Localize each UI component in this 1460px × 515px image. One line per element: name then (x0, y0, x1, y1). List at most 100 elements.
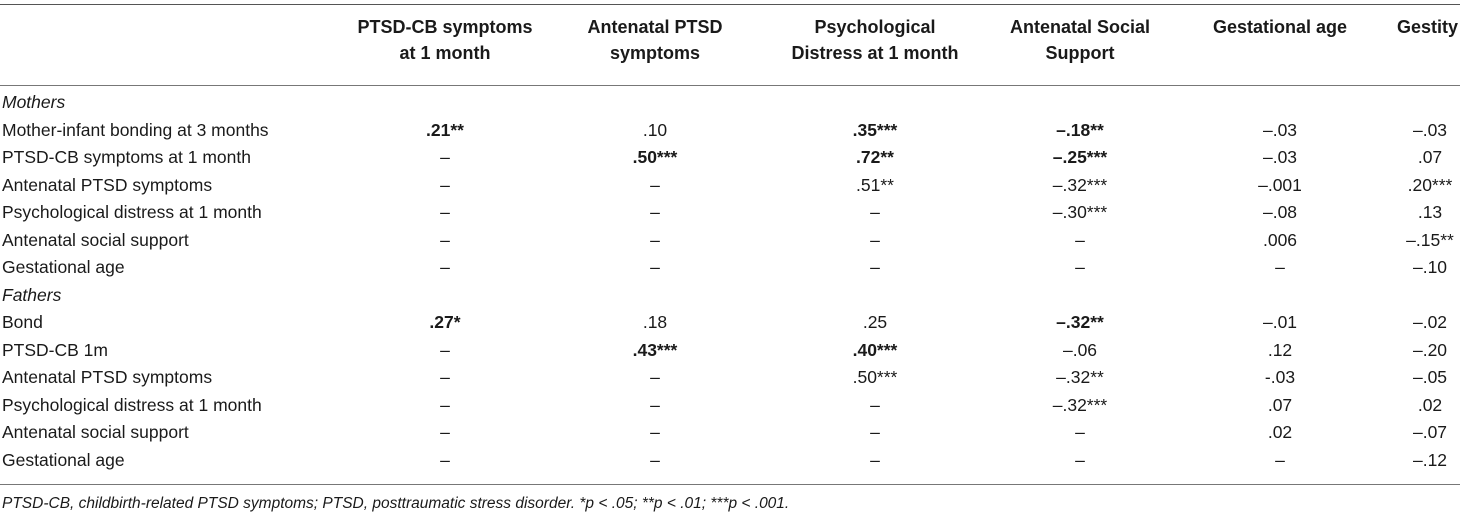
table-cell: .72** (856, 147, 894, 167)
row-label: Mother-infant bonding at 3 months (2, 119, 269, 140)
table-cell: .18 (642, 312, 668, 332)
table-cell: – (870, 449, 880, 470)
table-cell: –.03 (1262, 147, 1298, 167)
row-label: Psychological distress at 1 month (2, 394, 262, 415)
column-header-antenatal-ptsd: Antenatal PTSD symptoms (560, 14, 750, 66)
column-header-line: Gestational age (1212, 17, 1348, 37)
row-label: Antenatal PTSD symptoms (2, 367, 213, 387)
row-label: PTSD-CB symptoms at 1 month (2, 147, 251, 167)
table-bottom-rule (0, 484, 1460, 485)
table-cell: .50*** (632, 147, 678, 167)
row-label: PTSD-CB 1m (2, 339, 108, 360)
table-cell: – (440, 449, 450, 470)
table-cell: –.30*** (1052, 202, 1108, 222)
table-cell: .10 (642, 119, 668, 140)
table-row: Antenatal social support – – – – .006 –.15** (0, 227, 1460, 255)
table-cell: –.25*** (1052, 147, 1108, 167)
row-label: Psychological distress at 1 month (2, 202, 262, 222)
row-label: Antenatal social support (2, 422, 189, 442)
row-label: Gestational age (2, 257, 125, 277)
column-header-line: Antenatal PTSD (587, 17, 723, 37)
column-header-psychological-distress: Psychological Distress at 1 month (770, 14, 980, 66)
table-row: PTSD-CB 1m – .43*** .40*** –.06 .12 –.20 (0, 337, 1460, 365)
column-header-line: Distress at 1 month (791, 43, 959, 63)
table-cell: –.02 (1412, 312, 1448, 332)
table-cell: – (650, 394, 660, 415)
table-cell: –.32** (1056, 312, 1104, 332)
table-cell: –.32** (1056, 367, 1104, 387)
table-group-header: Fathers (0, 282, 1460, 310)
table-cell: .07 (1267, 394, 1293, 415)
table-cell: –.05 (1412, 367, 1448, 387)
table-cell: – (1075, 422, 1085, 442)
column-header-gestational-age: Gestational age (1185, 14, 1375, 40)
table-header-row: PTSD-CB symptoms at 1 month Antenatal PT… (0, 14, 1460, 74)
table-cell: – (440, 367, 450, 387)
table-row: Gestational age – – – – – –.12 (0, 447, 1460, 475)
table-row: Antenatal social support – – – – .02 –.07 (0, 419, 1460, 447)
table-row: Gestational age – – – – – –.10 (0, 254, 1460, 282)
table-cell: .51** (856, 174, 894, 195)
table-cell: –.15** (1406, 229, 1454, 250)
table-cell: – (1275, 257, 1285, 277)
table-cell: .43*** (632, 339, 678, 360)
column-header-ptsd-cb-1-month: PTSD-CB symptoms at 1 month (320, 14, 570, 66)
column-header-antenatal-social-support: Antenatal Social Support (990, 14, 1170, 66)
row-label: Bond (2, 312, 43, 332)
column-header-line: symptoms (609, 43, 701, 63)
table-cell: – (440, 147, 450, 167)
table-cell: .27* (429, 312, 461, 332)
table-cell: .50*** (852, 367, 898, 387)
table-cell: .13 (1417, 202, 1443, 222)
table-cell: –.10 (1412, 257, 1448, 277)
column-header-line: Gestity (1396, 17, 1458, 37)
column-header-line: Antenatal Social (1009, 17, 1151, 37)
table-cell: .12 (1267, 339, 1293, 360)
table-group-header: Mothers (0, 89, 1460, 117)
table-row: Antenatal PTSD symptoms – – .51** –.32*** –.0… (0, 172, 1460, 200)
table-cell: .20*** (1407, 174, 1453, 195)
table-cell: –.32*** (1052, 174, 1108, 195)
table-cell: –.32*** (1052, 394, 1108, 415)
table-cell: –.08 (1262, 202, 1298, 222)
table-cell: – (1075, 257, 1085, 277)
row-label: Gestational age (2, 449, 125, 470)
table-cell: –.18** (1056, 119, 1104, 140)
table-row: PTSD-CB symptoms at 1 month – .50*** .72** –… (0, 144, 1460, 172)
table-cell: – (870, 229, 880, 250)
table-cell: – (1075, 449, 1085, 470)
table-cell: – (650, 367, 660, 387)
group-label: Fathers (2, 284, 62, 305)
column-header-gestity: Gestity (1378, 14, 1458, 40)
table-cell: – (440, 257, 450, 277)
table-row: Psychological distress at 1 month – – – –.32… (0, 392, 1460, 420)
table-cell: – (650, 229, 660, 250)
table-cell: .006 (1262, 229, 1298, 250)
table-row: Mother-infant bonding at 3 months .21** .1… (0, 117, 1460, 145)
table-cell: .40*** (852, 339, 898, 360)
table-row: Antenatal PTSD symptoms – – .50*** –.32** -.0… (0, 364, 1460, 392)
table-cell: – (1075, 229, 1085, 250)
table-cell: .02 (1267, 422, 1293, 442)
table-cell: .21** (426, 119, 464, 140)
group-label: Mothers (2, 92, 66, 112)
column-header-line: Support (1045, 43, 1115, 63)
table-cell: – (440, 422, 450, 442)
table-cell: –.01 (1262, 312, 1298, 332)
row-label: Antenatal PTSD symptoms (2, 174, 213, 195)
table-cell: – (440, 394, 450, 415)
table-cell: –.06 (1062, 339, 1098, 360)
table-row: Bond .27* .18 .25 –.32** –.01 –.02 (0, 309, 1460, 337)
table-cell: – (650, 174, 660, 195)
column-header-line: at 1 month (399, 43, 491, 63)
column-header-line: Psychological (814, 17, 936, 37)
table-cell: .07 (1417, 147, 1443, 167)
table-cell: – (870, 394, 880, 415)
table-cell: –.07 (1412, 422, 1448, 442)
table-cell: –.001 (1258, 174, 1302, 195)
table-cell: –.03 (1262, 119, 1298, 140)
table-top-rule (0, 4, 1460, 5)
table-body: Mothers Mother-infant bonding at 3 months… (0, 89, 1460, 474)
table-cell: – (1275, 449, 1285, 470)
table-cell: – (870, 257, 880, 277)
